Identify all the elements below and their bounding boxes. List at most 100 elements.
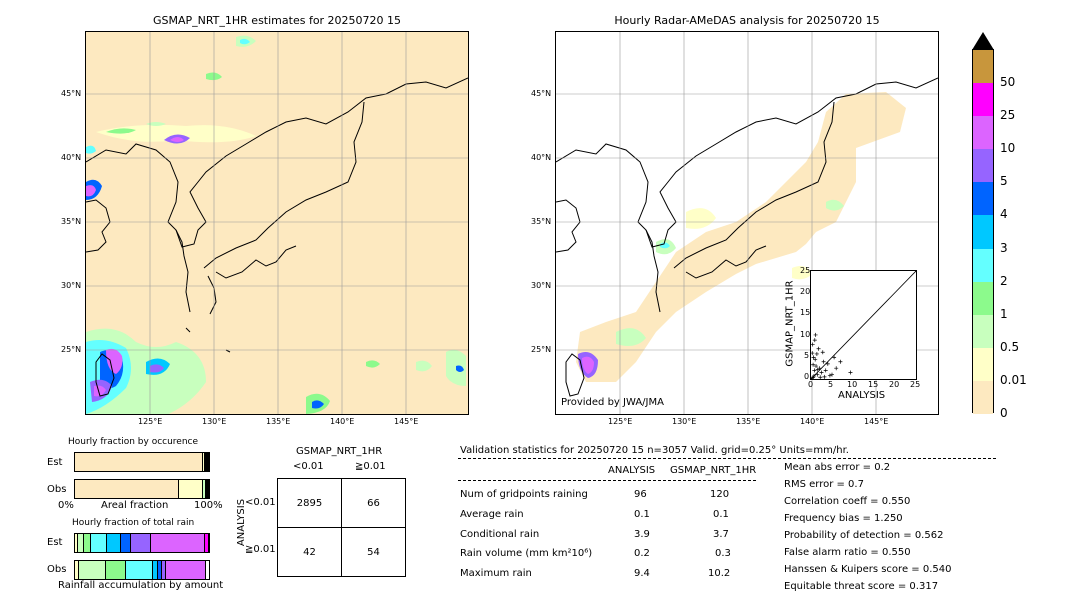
colorbar-label: 25 — [1000, 108, 1016, 123]
col-analysis: ANALYSIS — [608, 465, 656, 476]
header-divider — [458, 458, 996, 459]
scatter-ytick: 20 — [800, 287, 811, 296]
scatter-xtick: 0 — [808, 380, 814, 389]
bar-segment — [84, 534, 92, 552]
coastline-peninsula — [556, 199, 581, 253]
scatter-point — [811, 355, 816, 360]
lat-label: 35°N — [61, 217, 82, 226]
scatter-point — [815, 367, 820, 372]
lat-label: 45°N — [531, 89, 552, 98]
scatter-ytick: 25 — [800, 266, 811, 275]
bar-segment — [162, 561, 167, 579]
bar-segment — [125, 561, 153, 579]
scatter-point — [848, 370, 853, 375]
colorbar-segment — [973, 182, 993, 216]
rain-patch — [150, 364, 164, 373]
score-mae: Mean abs error = 0.2 — [784, 462, 891, 473]
lon-label: 125°E — [138, 417, 163, 426]
rain-patch — [686, 208, 716, 229]
left-map-canvas — [86, 32, 468, 414]
scatter-point — [814, 364, 819, 369]
bar-segment — [205, 453, 207, 471]
bar-segment — [107, 534, 121, 552]
stat-label: Rain volume (mm km²10⁶) — [460, 548, 593, 559]
coastline-kyushu — [207, 275, 217, 315]
rain-patch — [312, 400, 324, 409]
right-coastline — [556, 77, 938, 397]
colorbar-label: 0.01 — [1000, 372, 1027, 387]
bar-segment — [204, 453, 206, 471]
diagonal-line — [811, 271, 916, 379]
coastline-peninsula — [86, 199, 111, 253]
coastline-honshu — [673, 101, 835, 269]
stat-analysis: 0.1 — [634, 509, 650, 520]
scatter-ytick: 5 — [804, 351, 810, 360]
right-map-title: Hourly Radar-AMeDAS analysis for 2025072… — [614, 14, 880, 27]
colorbar-label: 5 — [1000, 174, 1008, 189]
coastline-shikoku — [215, 245, 297, 279]
colorbar-segment — [973, 281, 993, 315]
colorbar-arrow — [972, 32, 994, 50]
colorbar-label: 1 — [1000, 306, 1008, 321]
contingency-cell: 42 — [277, 527, 342, 577]
left-map — [85, 31, 469, 415]
lon-label: 130°E — [672, 417, 697, 426]
bar-segment — [207, 480, 208, 498]
total-rain-est-bar — [74, 533, 210, 553]
contingency-cell: 2895 — [277, 478, 342, 528]
colorbar-segment — [973, 314, 993, 348]
rain-patch — [96, 124, 256, 143]
total-rain-title: Hourly fraction of total rain — [72, 518, 195, 528]
contingency-row-ge: ≧0.01 — [245, 544, 276, 555]
lon-label: 145°E — [864, 417, 889, 426]
bar-segment — [179, 480, 204, 498]
bar-segment — [208, 453, 209, 471]
colorbar-label: 0 — [1000, 406, 1008, 420]
rain-patch — [86, 185, 96, 197]
scatter-xtick: 5 — [828, 380, 834, 389]
score-rmse: RMS error = 0.7 — [784, 479, 864, 490]
bar-segment — [131, 534, 152, 552]
coastline-shikoku — [685, 245, 767, 279]
contingency-title: GSMAP_NRT_1HR — [296, 446, 383, 457]
scatter-point — [814, 351, 819, 356]
rain-patch — [456, 365, 464, 372]
colorbar-label: 4 — [1000, 207, 1008, 222]
lon-label: 135°E — [736, 417, 761, 426]
colorbar-segment — [973, 50, 993, 84]
coastline-continent — [556, 77, 938, 248]
coastline-korea — [175, 229, 191, 313]
coastline-taiwan — [95, 353, 115, 397]
scatter-xtick: 10 — [847, 380, 858, 389]
lat-label: 25°N — [531, 345, 552, 354]
total-rain-row-est: Est — [47, 537, 63, 548]
lon-label: 145°E — [394, 417, 419, 426]
bar-segment — [208, 480, 209, 498]
colorbar-label: 3 — [1000, 240, 1008, 255]
colorbar-label: 10 — [1000, 141, 1016, 156]
rain-patch — [146, 122, 166, 126]
stat-analysis: 0.2 — [634, 548, 650, 559]
colorbar-label: 0.5 — [1000, 339, 1020, 354]
score-ets: Equitable threat score = 0.317 — [784, 581, 939, 592]
colorbar-segment — [973, 215, 993, 249]
scatter-point — [838, 359, 843, 364]
stat-label: Num of gridpoints raining — [460, 489, 588, 500]
scatter-points — [811, 332, 853, 379]
scatter-xlabel: ANALYSIS — [838, 390, 886, 401]
stat-label: Maximum rain — [460, 568, 532, 579]
colorbar-label: 2 — [1000, 273, 1008, 288]
scatter-xtick: 25 — [910, 380, 921, 389]
rain-patch — [240, 38, 250, 45]
scatter-point — [811, 342, 815, 347]
rain-patch — [94, 385, 106, 397]
occurrence-x-left: 0% — [58, 500, 74, 511]
rain-patch — [792, 266, 812, 280]
contingency-col-lt: <0.01 — [293, 461, 324, 472]
scatter-point — [832, 355, 837, 360]
lon-label: 140°E — [800, 417, 825, 426]
data-credit: Provided by JWA/JMA — [561, 397, 664, 408]
contingency-cell: 66 — [341, 478, 406, 528]
scatter-xtick: 15 — [868, 380, 879, 389]
scatter-point — [812, 338, 817, 343]
